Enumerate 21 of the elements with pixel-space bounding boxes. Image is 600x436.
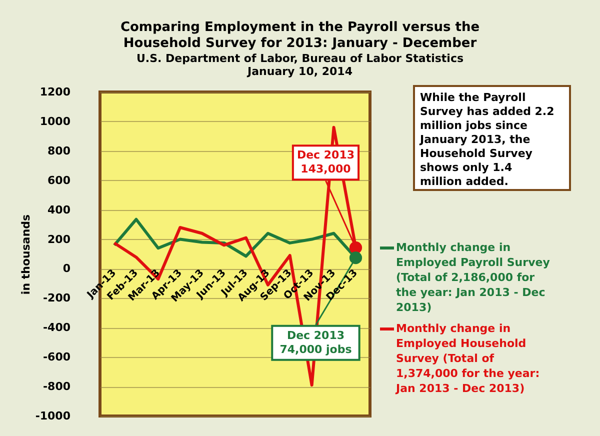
chart-subtitle: U.S. Department of Labor, Bureau of Labor Statistics — [136, 52, 464, 65]
text: January 10, 2014 — [246, 65, 353, 78]
y-tick-label: -1000 — [35, 410, 71, 422]
y-tick-label: -800 — [42, 380, 71, 394]
annotation: Dec 2013 143,000 — [296, 148, 355, 176]
y-tick-label: 600 — [48, 174, 71, 187]
y-axis-title: in thousands — [19, 214, 32, 295]
y-tick-label: 1000 — [40, 114, 71, 128]
legend-label: Monthly change in Employed Payroll Survey (Total of 2,186,000 for the year: Jan 2013 - Dec 2013) — [396, 241, 550, 314]
y-tick-label: 800 — [48, 144, 71, 158]
y-tick-label: -600 — [42, 350, 71, 364]
y-tick-label: 1200 — [40, 86, 71, 98]
y-tick-label: 0 — [62, 262, 71, 276]
y-tick-label: -400 — [42, 321, 71, 334]
y-tick-label: 400 — [48, 203, 71, 216]
y-tick-label: 200 — [48, 232, 71, 246]
annotation: Dec 2013 74,000 jobs — [280, 328, 352, 356]
legend-label: Monthly change in Employed Household Survey (Total of 1,374,000 for the year: Jan 2013 - Dec 2013) — [395, 322, 540, 395]
y-tick-label: -200 — [42, 292, 71, 305]
chart-title: Comparing Employment in the Payroll versus the Household Survey for 2013: January - December — [120, 20, 480, 51]
text: While the Payroll Survey has added 2.2 million jobs since January 2013, the Household Survey shows only 1.4 million added. — [419, 91, 554, 188]
